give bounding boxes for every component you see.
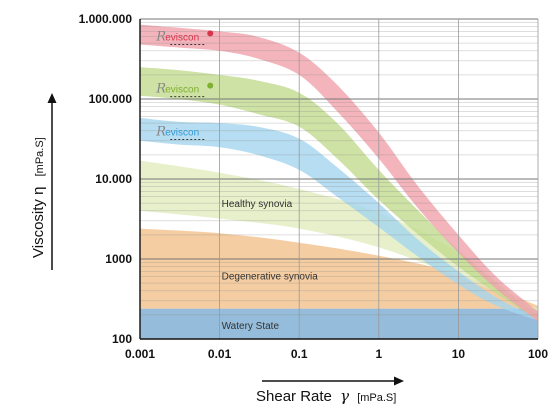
reviscon-logo-2-text: eviscon [165,127,199,138]
reviscon-logo-1-dot [207,82,214,89]
y-axis-label: Viscosity η [30,187,47,258]
y-tick-label-100-000: 100.000 [89,92,133,106]
band-0-watery-state [140,308,538,339]
y-tick-label-10-000: 10.000 [95,172,132,186]
region-label-healthy-synovia: Healthy synovia [222,199,293,210]
ticks-layer: 100 1000 10.000 100.000 1.000.000 0.001 0.01 0.… [79,12,549,361]
y-axis-unit: [mPa.S] [34,137,46,176]
svg-text:R: R [155,124,166,139]
band-3-reviscon [140,117,538,321]
x-axis-unit: [mPa.S] [357,392,396,404]
y-tick-label-1-000-000: 1.000.000 [79,12,133,26]
x-tick-label-10: 10 [452,347,466,361]
band-1-degenerative-synovia [140,228,538,309]
y-tick-label-100: 100 [112,332,132,346]
y-tick-label-1000: 1000 [105,252,132,266]
x-axis-symbol: γ [340,387,349,405]
band-4-reviscon [140,67,538,321]
x-axis-title: Shear Rate γ [mPa.S] [256,387,396,405]
x-tick-label-0-001: 0.001 [125,347,155,361]
svg-text:R: R [155,82,166,97]
reviscon-logo-0-dot [207,30,214,37]
y-axis-title: Viscosity η [mPa.S] [30,137,47,258]
x-axis-arrow-head [394,376,404,386]
svg-text:R: R [155,29,166,44]
region-labels-layer: Healthy synovia Degenerative synovia Water… [222,199,319,332]
band-2-healthy-synovia [140,160,538,315]
bands-layer [140,24,538,339]
reviscon-logo-0-text: eviscon [165,32,199,43]
grid-layer [139,18,539,340]
x-tick-label-1: 1 [375,347,382,361]
region-label-degenerative-synovia: Degenerative synovia [222,272,319,283]
y-axis-arrow-head [47,93,57,103]
x-tick-label-0-01: 0.01 [208,347,232,361]
x-tick-label-100: 100 [528,347,548,361]
region-label-watery-state: Watery State [222,321,280,332]
x-tick-label-0-1: 0.1 [291,347,308,361]
x-axis-label: Shear Rate [256,388,332,405]
reviscon-logo-1-text: eviscon [165,85,199,96]
